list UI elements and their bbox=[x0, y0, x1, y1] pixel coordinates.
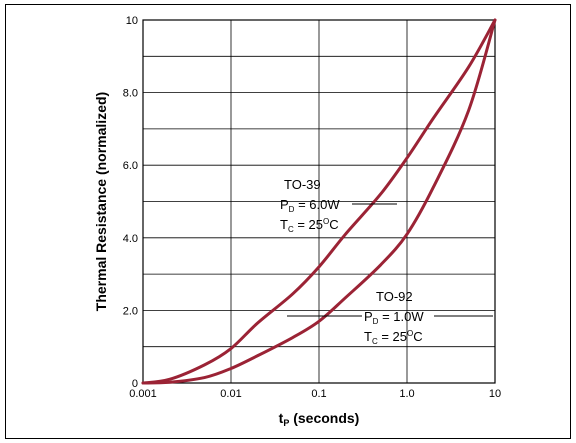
annotation-to92-pd-sub: D bbox=[373, 317, 379, 326]
annotation-to39-tc-sup: O bbox=[323, 217, 329, 226]
x-tick-label: 0.1 bbox=[311, 388, 326, 400]
annotation-to39-pd-val: = 6.0W bbox=[294, 197, 340, 212]
x-axis-title-main: t bbox=[279, 410, 284, 426]
annotation-to92-power: PD = 1.0W bbox=[364, 309, 424, 326]
annotation-to39-temp: TC = 25OC bbox=[280, 217, 339, 234]
annotation-to39-power: PD = 6.0W bbox=[280, 197, 340, 214]
x-tick-label: 0.001 bbox=[129, 388, 157, 400]
annotation-to39-title: TO-39 bbox=[284, 177, 321, 192]
annotation-to92-tc-sub: C bbox=[372, 337, 378, 346]
plot-border bbox=[142, 19, 496, 384]
annotation-to92-tc-val: = 25 bbox=[378, 329, 407, 344]
annotation-to39-pd-label: P bbox=[280, 197, 289, 212]
x-axis-title-sub: P bbox=[283, 418, 289, 428]
annotation-to92-pd-label: P bbox=[364, 309, 373, 324]
annotation-to39-tc-val: = 25 bbox=[294, 217, 323, 232]
y-tick-label: 6.0 bbox=[123, 160, 138, 172]
annotation-to92-tc-label: T bbox=[364, 329, 372, 344]
annotation-to39-tc-unit: C bbox=[329, 217, 338, 232]
series-curve-to92 bbox=[141, 18, 497, 385]
x-axis-title-rest: (seconds) bbox=[289, 410, 359, 426]
annotation-to92-temp: TC = 25OC bbox=[364, 329, 423, 346]
annotation-to39-pd-sub: D bbox=[289, 205, 295, 214]
x-tick-label: 1.0 bbox=[399, 388, 414, 400]
annotation-to92-tc-sup: O bbox=[407, 329, 413, 338]
y-tick-label: 0 bbox=[132, 378, 138, 390]
y-axis-title: Thermal Resistance (normalized) bbox=[93, 92, 109, 311]
annotation-to39-tc-sub: C bbox=[288, 225, 294, 234]
annotation-to39: TO-39 PD = 6.0W TC = 25OC bbox=[280, 177, 397, 234]
y-tick-label: 4.0 bbox=[123, 233, 138, 245]
tick-labels: 0.001 0.01 0.1 1.0 10 0 2.0 4.0 6.0 8.0 10 bbox=[123, 15, 501, 400]
y-tick-label: 10 bbox=[126, 15, 138, 27]
annotation-to92-tc-unit: C bbox=[413, 329, 422, 344]
annotation-to92-title: TO-92 bbox=[376, 289, 413, 304]
annotation-to92: TO-92 PD = 1.0W TC = 25OC bbox=[287, 289, 493, 346]
y-tick-label: 2.0 bbox=[123, 305, 138, 317]
chart-frame: 0.001 0.01 0.1 1.0 10 0 2.0 4.0 6.0 8.0 10 TO-39 P… bbox=[5, 4, 571, 439]
x-tick-label: 10 bbox=[489, 388, 501, 400]
series-curve-to39 bbox=[141, 18, 497, 385]
x-axis-title: tP (seconds) bbox=[279, 410, 360, 428]
y-tick-label: 8.0 bbox=[123, 88, 138, 100]
annotation-to39-tc-label: T bbox=[280, 217, 288, 232]
curves bbox=[141, 18, 497, 385]
chart-svg: 0.001 0.01 0.1 1.0 10 0 2.0 4.0 6.0 8.0 10 TO-39 P… bbox=[93, 15, 501, 428]
annotation-to92-pd-val: = 1.0W bbox=[378, 309, 424, 324]
x-tick-label: 0.01 bbox=[220, 388, 241, 400]
